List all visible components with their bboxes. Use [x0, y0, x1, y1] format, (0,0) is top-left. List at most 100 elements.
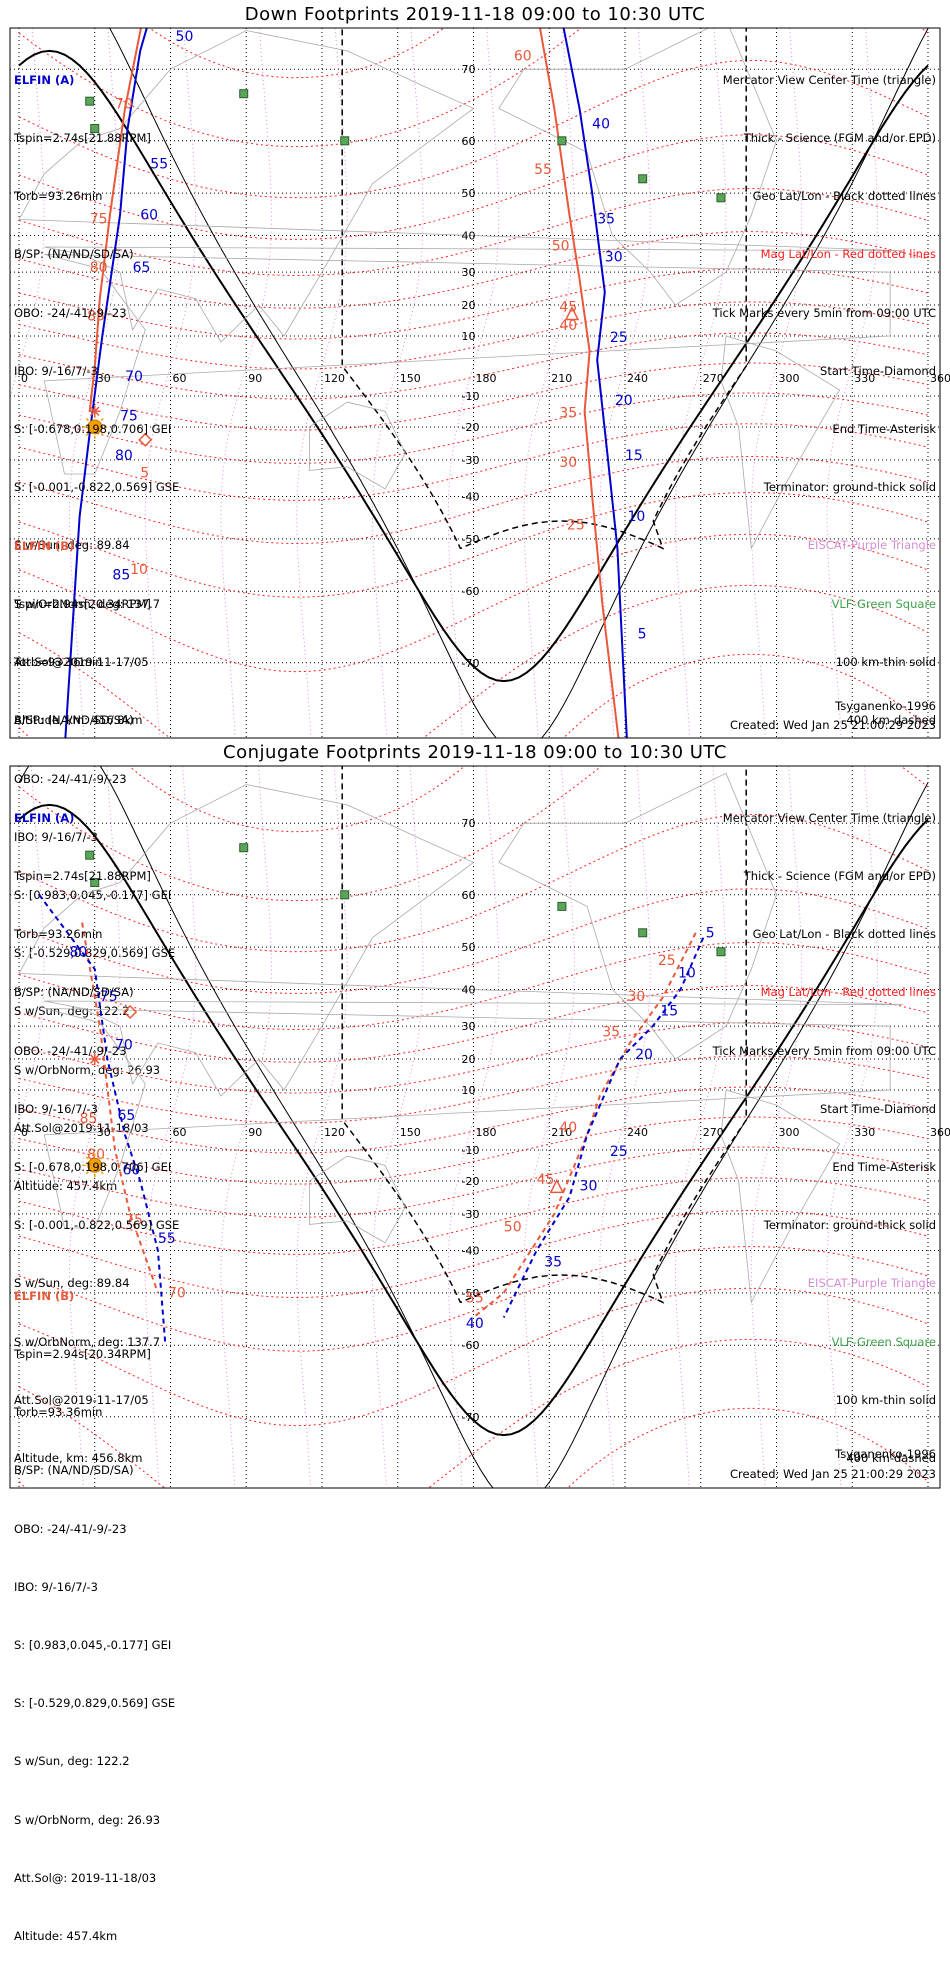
elfin-a-line: IBO: 9/-16/7/-3 [14, 363, 98, 378]
mag-parallel [18, 1086, 929, 1154]
elfin-b-line: S w/OrbNorm, deg: 26.93 [14, 1812, 161, 1827]
elfin-b-tick-label: 40 [559, 318, 577, 334]
lat-tick-label: 60 [462, 889, 476, 902]
mag-parallel [18, 1338, 929, 1488]
elfin-b-line: OBO: -24/-41/-9/-23 [14, 771, 127, 786]
mag-meridian [68, 28, 121, 738]
mag-parallel [18, 392, 929, 464]
lon-tick-label: 270 [703, 1126, 724, 1139]
elfin-b-info: ELFIN (B) Tspin=2.94s[20.34RPM] Torb=93.… [14, 1248, 175, 1985]
elfin-a-tick-label: 40 [466, 1316, 484, 1332]
elfin-b-tick-label: 70 [115, 96, 133, 112]
legend-item: 400 km-dashed [846, 713, 936, 728]
coastline [43, 1008, 891, 1229]
legend-item: Terminator: ground-thick solid [763, 480, 936, 495]
elfin-a-tick-label: 65 [133, 260, 151, 276]
vlf-station [85, 96, 95, 106]
elfin-a-tick-label: 85 [112, 568, 130, 584]
vlf-station [239, 89, 249, 99]
lat-tick-label: -30 [462, 1208, 480, 1221]
mag-meridian [220, 766, 273, 1488]
elfin-b-tick-label: 75 [125, 1212, 143, 1228]
mag-meridian [750, 28, 803, 738]
mag-parallel [18, 766, 929, 902]
mag-meridian [674, 28, 727, 738]
lon-tick-label: 30 [97, 1126, 111, 1139]
lon-tick-label: 150 [400, 372, 421, 385]
elfin-a-tick-label: 40 [592, 116, 610, 132]
lon-tick-label: 300 [779, 1126, 800, 1139]
panel-title: Down Footprints 2019-11-18 09:00 to 10:3… [244, 4, 706, 25]
elfin-b-tick-label: 55 [534, 162, 552, 178]
lon-tick-label: 180 [476, 372, 497, 385]
lon-tick-label: 240 [627, 372, 648, 385]
model-label: Tsyganenko-1996 [835, 1447, 936, 1461]
elfin-b-tick-label: 45 [537, 1172, 555, 1188]
mag-meridian [826, 766, 879, 1488]
down-footprints-map: 0 30 60 90 120 150 180 210 240 270 300 330 360 70 60 50… [9, 27, 950, 739]
mag-parallel [18, 455, 929, 545]
coastline [498, 28, 777, 306]
elfin-a-track [38, 894, 167, 1346]
coastline [309, 1155, 406, 1244]
mag-parallel [18, 1246, 929, 1352]
vlf-station [239, 843, 249, 853]
lon-tick-label: 330 [854, 372, 875, 385]
lat-tick-label: 70 [462, 817, 476, 830]
elfin-a-line: B/SP: (NA/ND/SD/SA) [14, 985, 134, 1000]
elfin-b-line: Tspin=2.94s[20.34RPM] [14, 1347, 151, 1362]
elfin-a-tick-label: 55 [150, 157, 168, 173]
elfin-a-info: ELFIN (A) Tspin=2.74s[21.88RPM] Torb=93.… [14, 770, 179, 1507]
legend-item: End Time-Asterisk [832, 1160, 936, 1175]
vlf-station [638, 928, 648, 938]
sun-ray [85, 1156, 89, 1160]
elfin-b-tick-label: 50 [504, 1220, 522, 1236]
elfin-a-tick-label: 10 [628, 509, 646, 525]
mag-parallel [18, 134, 929, 240]
elfin-b-line: S: [-0.529,0.829,0.569] GSE [14, 946, 176, 961]
elfin-a-tick-label: 65 [117, 1108, 135, 1124]
mag-parallel [18, 231, 929, 309]
lat-tick-label: -50 [462, 1287, 480, 1300]
lon-tick-label: 90 [248, 372, 262, 385]
mag-meridian [144, 28, 197, 738]
mag-meridian [447, 766, 500, 1488]
elfin-a-line: S w/OrbNorm, deg: 137.7 [14, 596, 161, 611]
lon-tick-label: 30 [97, 372, 111, 385]
legend-item: Geo Lat/Lon - Black dotted lines [752, 189, 936, 204]
legend-item: Thick - Science (FGM and/or EPD) [743, 131, 936, 146]
mag-parallel [18, 1177, 929, 1255]
terminator-ground [18, 803, 929, 1437]
vlf-station [340, 136, 350, 146]
elfin-b-tick-label: 35 [559, 405, 577, 421]
terminator-100km [18, 28, 929, 738]
elfin-a-tick-label: 30 [580, 1179, 598, 1195]
elfin-b-line: Torb=93.36min [14, 655, 103, 670]
legend: Mercator View Center Time (triangle) Thi… [713, 32, 936, 769]
elfin-a-tick-label: 55 [158, 1231, 176, 1247]
lat-tick-label: 30 [462, 266, 476, 279]
view-center-triangle-icon [564, 305, 580, 321]
elfin-a-tick-label: 25 [610, 330, 628, 346]
lat-tick-label: -40 [462, 490, 480, 503]
legend-item: Mercator View Center Time (triangle) [722, 72, 936, 87]
legend-item: Terminator: ground-thick solid [763, 1218, 936, 1233]
mag-parallel [18, 1055, 929, 1124]
mag-meridian [68, 766, 121, 1488]
terminator-400km [341, 28, 747, 550]
lat-tick-label: -30 [462, 454, 480, 467]
lat-tick-label: 10 [462, 330, 476, 343]
mag-meridian [750, 766, 803, 1488]
elfin-b-line: OBO: -24/-41/-9/-23 [14, 1521, 127, 1536]
lon-tick-label: 90 [248, 1126, 262, 1139]
elfin-b-line: Torb=93.36min [14, 1405, 103, 1420]
elfin-a-line: B/SP: (NA/ND/SD/SA) [14, 247, 134, 262]
sun-ray [85, 432, 89, 436]
elfin-b-line: Altitude: 457.4km [14, 1179, 118, 1194]
elfin-a-line: OBO: -24/-41/-9/-23 [14, 305, 127, 320]
elfin-b-tick-label: 25 [658, 953, 676, 969]
mag-parallel [18, 653, 929, 738]
start-diamond-icon [138, 432, 153, 447]
map-layer [10, 28, 940, 738]
legend-item: Mercator View Center Time (triangle) [722, 810, 936, 825]
